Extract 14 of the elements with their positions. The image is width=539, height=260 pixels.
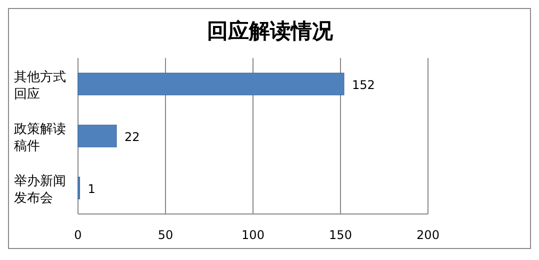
x-tick-label: 0 [74,228,82,242]
data-label: 1 [88,182,96,196]
y-tick-label: 举办新闻发布会 [14,174,66,206]
bar [78,124,117,148]
x-tick-label: 100 [242,228,264,242]
y-tick-label: 其他方式回应 [14,69,66,102]
chart-title: 回应解读情况 [207,19,334,43]
bar [78,72,344,96]
y-tick-label: 政策解读稿件 [14,122,66,154]
x-tick-label: 50 [158,228,174,242]
data-label: 152 [352,78,375,92]
x-tick-label: 150 [329,228,352,242]
x-tick-label: 200 [416,228,440,242]
data-label: 22 [124,130,140,144]
